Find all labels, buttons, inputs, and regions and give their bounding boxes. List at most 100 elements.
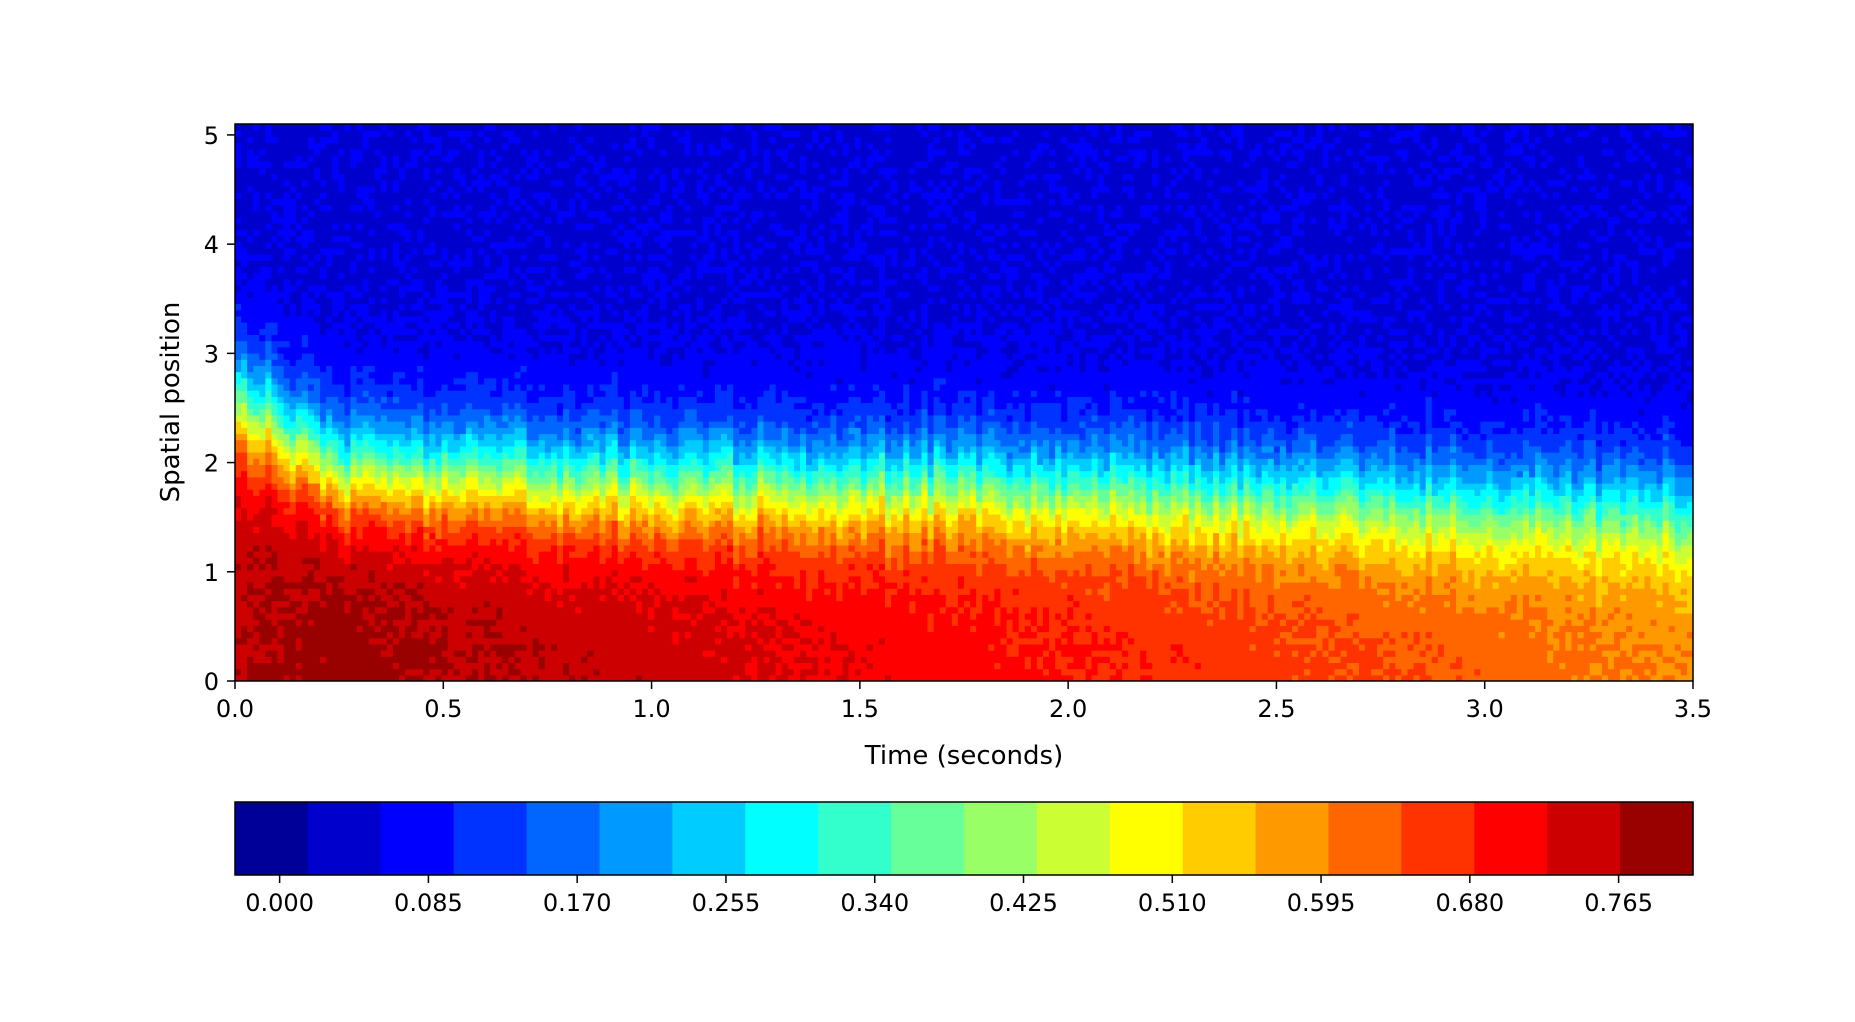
heatmap-cell xyxy=(551,427,558,434)
heatmap-cell xyxy=(387,254,394,261)
heatmap-cell xyxy=(502,532,509,539)
heatmap-cell xyxy=(460,427,467,434)
heatmap-cell xyxy=(411,669,418,676)
heatmap-cell xyxy=(259,217,266,224)
heatmap-cell xyxy=(557,440,564,447)
heatmap-cell xyxy=(278,161,285,168)
heatmap-cell xyxy=(539,372,546,379)
heatmap-cell xyxy=(539,266,546,273)
heatmap-cell xyxy=(533,551,540,558)
heatmap-cell xyxy=(278,186,285,193)
heatmap-cell xyxy=(466,136,473,143)
heatmap-cell xyxy=(363,297,370,304)
heatmap-cell xyxy=(496,390,503,397)
heatmap-cell xyxy=(545,520,552,527)
heatmap-cell xyxy=(514,551,521,558)
heatmap-cell xyxy=(429,328,436,335)
heatmap-cell xyxy=(466,211,473,218)
heatmap-cell xyxy=(502,520,509,527)
heatmap-cell xyxy=(320,124,327,131)
heatmap-cell xyxy=(466,285,473,292)
heatmap-cell xyxy=(454,186,461,193)
heatmap-cell xyxy=(350,458,357,465)
heatmap-cell xyxy=(259,235,266,242)
heatmap-cell xyxy=(338,421,345,428)
heatmap-cell xyxy=(326,446,333,453)
heatmap-cell xyxy=(235,427,242,434)
heatmap-cell xyxy=(454,588,461,595)
heatmap-cell xyxy=(563,421,570,428)
heatmap-cell xyxy=(460,433,467,440)
heatmap-cell xyxy=(423,229,430,236)
heatmap-cell xyxy=(490,619,497,626)
heatmap-cell xyxy=(411,557,418,564)
heatmap-cell xyxy=(539,613,546,620)
heatmap-cell xyxy=(405,378,412,385)
heatmap-cell xyxy=(435,594,442,601)
heatmap-cell xyxy=(508,483,515,490)
heatmap-cell xyxy=(308,235,315,242)
heatmap-cell xyxy=(442,601,449,608)
heatmap-cell xyxy=(259,495,266,502)
heatmap-cell xyxy=(344,372,351,379)
heatmap-cell xyxy=(326,167,333,174)
heatmap-cell xyxy=(429,427,436,434)
heatmap-cell xyxy=(253,545,260,552)
heatmap-cell xyxy=(527,483,534,490)
heatmap-cell xyxy=(381,601,388,608)
heatmap-cell xyxy=(393,130,400,137)
heatmap-cell xyxy=(381,433,388,440)
heatmap-cell xyxy=(490,409,497,416)
heatmap-cell xyxy=(539,273,546,280)
heatmap-cell xyxy=(521,415,528,422)
heatmap-cell xyxy=(308,198,315,205)
heatmap-cell xyxy=(259,334,266,341)
heatmap-cell xyxy=(466,440,473,447)
heatmap-cell xyxy=(296,291,303,298)
heatmap-cell xyxy=(284,217,291,224)
heatmap-cell xyxy=(308,365,315,372)
heatmap-cell xyxy=(448,211,455,218)
heatmap-cell xyxy=(478,619,485,626)
heatmap-cell xyxy=(308,551,315,558)
heatmap-cell xyxy=(308,248,315,255)
heatmap-cell xyxy=(466,508,473,515)
heatmap-cell xyxy=(484,390,491,397)
heatmap-cell xyxy=(278,396,285,403)
heatmap-cell xyxy=(411,464,418,471)
heatmap-cell xyxy=(375,440,382,447)
heatmap-cell xyxy=(478,198,485,205)
heatmap-cell xyxy=(302,266,309,273)
heatmap-cell xyxy=(278,353,285,360)
heatmap-cell xyxy=(253,273,260,280)
heatmap-cell xyxy=(508,242,515,249)
heatmap-cell xyxy=(350,532,357,539)
heatmap-cell xyxy=(514,390,521,397)
heatmap-cell xyxy=(278,421,285,428)
heatmap-cell xyxy=(265,273,272,280)
heatmap-cell xyxy=(369,514,376,521)
heatmap-cell xyxy=(545,198,552,205)
heatmap-cell xyxy=(235,539,242,546)
heatmap-cell xyxy=(484,613,491,620)
heatmap-cell xyxy=(271,551,278,558)
heatmap-cell xyxy=(235,155,242,162)
heatmap-cell xyxy=(332,322,339,329)
heatmap-cell xyxy=(405,403,412,410)
heatmap-cell xyxy=(326,372,333,379)
heatmap-cell xyxy=(417,440,424,447)
heatmap-cell xyxy=(545,477,552,484)
heatmap-cell xyxy=(308,446,315,453)
heatmap-cell xyxy=(375,161,382,168)
heatmap-cell xyxy=(563,433,570,440)
heatmap-cell xyxy=(423,396,430,403)
heatmap-cell xyxy=(514,514,521,521)
heatmap-cell xyxy=(569,619,576,626)
heatmap-cell xyxy=(454,446,461,453)
heatmap-cell xyxy=(460,229,467,236)
heatmap-cell xyxy=(253,440,260,447)
heatmap-cell xyxy=(302,260,309,267)
heatmap-cell xyxy=(569,526,576,533)
heatmap-cell xyxy=(502,136,509,143)
heatmap-cell xyxy=(344,260,351,267)
